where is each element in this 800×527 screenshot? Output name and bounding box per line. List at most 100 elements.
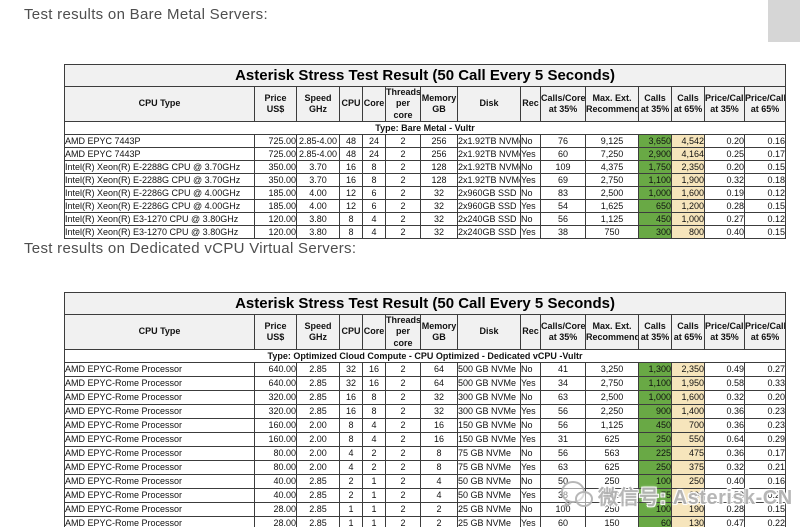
top-right-gray-block bbox=[768, 0, 800, 42]
table-cell: Yes bbox=[520, 375, 541, 391]
table-body: AMD EPYC 7443P 725.00 2.85-4.00 48 24 2 256 2x1… bbox=[64, 133, 787, 239]
column-header: CPU bbox=[339, 314, 363, 350]
table-cell: 1,100 bbox=[638, 375, 672, 391]
section-title-bare-metal: Test results on Bare Metal Servers: bbox=[24, 6, 268, 23]
table-row: AMD EPYC-Rome Processor 320.00 2.85 16 8 2 32 3… bbox=[64, 389, 787, 405]
table-cell: 2 bbox=[385, 515, 421, 527]
table-cell: 24 bbox=[362, 133, 386, 148]
table-cell: 0.40 bbox=[704, 473, 745, 489]
table-cell: 0.49 bbox=[704, 361, 745, 377]
table-cell: 640.00 bbox=[254, 375, 297, 391]
column-header: Calls/Core at 35% bbox=[540, 86, 586, 122]
table-cell: 2 bbox=[385, 133, 421, 148]
table-cell: 2x240GB SSD bbox=[457, 211, 521, 226]
table-cell: 130 bbox=[671, 515, 705, 527]
column-header: Max. Ext. Recommend bbox=[585, 314, 639, 350]
table-cell: 1 bbox=[362, 487, 386, 503]
table-cell: 2,500 bbox=[585, 185, 639, 200]
table-row: AMD EPYC-Rome Processor 80.00 2.00 4 2 2 8 75 G… bbox=[64, 445, 787, 461]
table-cell: 2 bbox=[385, 389, 421, 405]
table-cell: 0.12 bbox=[743, 211, 787, 226]
table-cell: 625 bbox=[585, 431, 639, 447]
table-cell: AMD EPYC-Rome Processor bbox=[64, 459, 255, 475]
table-cell: 1,625 bbox=[585, 198, 639, 213]
table-group-label: Type: Optimized Cloud Compute - CPU Opti… bbox=[63, 348, 787, 363]
table-cell: 0.53 bbox=[704, 487, 745, 503]
table-title: Asterisk Stress Test Result (50 Call Eve… bbox=[63, 64, 787, 87]
table-cell: Yes bbox=[520, 224, 541, 239]
table-cell: 4 bbox=[362, 211, 386, 226]
table-cell: 0.28 bbox=[704, 198, 745, 213]
table-cell: 0.32 bbox=[704, 459, 745, 475]
table-cell: 2.00 bbox=[296, 431, 340, 447]
table-cell: 2 bbox=[385, 417, 421, 433]
table-cell: 375 bbox=[671, 459, 705, 475]
table-cell: Yes bbox=[520, 198, 541, 213]
table-cell: 4 bbox=[339, 445, 363, 461]
table-cell: AMD EPYC 7443P bbox=[64, 146, 255, 161]
table-cell: 0.36 bbox=[704, 403, 745, 419]
table-cell: 2 bbox=[385, 487, 421, 503]
table-cell: 350.00 bbox=[254, 159, 297, 174]
table-cell: 2.85-4.00 bbox=[296, 133, 340, 148]
table-cell: Yes bbox=[520, 431, 541, 447]
table-cell: 2.00 bbox=[296, 459, 340, 475]
table-cell: AMD EPYC-Rome Processor bbox=[64, 515, 255, 527]
table-cell: 3.80 bbox=[296, 224, 340, 239]
table-cell: 1,600 bbox=[671, 185, 705, 200]
table-cell: 83 bbox=[540, 185, 586, 200]
table-cell: 150 bbox=[585, 515, 639, 527]
table-cell: 900 bbox=[638, 403, 672, 419]
table-cell: 0.15 bbox=[743, 198, 787, 213]
table-cell: 56 bbox=[540, 211, 586, 226]
table-cell: 1 bbox=[362, 501, 386, 517]
table-row: Intel(R) Xeon(R) E3-1270 CPU @ 3.80GHz 12… bbox=[64, 211, 787, 226]
table-cell: 54 bbox=[540, 198, 586, 213]
table-cell: Yes bbox=[520, 515, 541, 527]
table-cell: 50 GB NVMe bbox=[457, 487, 521, 503]
table-cell: 28.00 bbox=[254, 501, 297, 517]
table-cell: 120.00 bbox=[254, 211, 297, 226]
table-cell: 25 GB NVMe bbox=[457, 501, 521, 517]
column-header: Price/Call at 65% bbox=[743, 86, 787, 122]
table-cell: 1,600 bbox=[671, 389, 705, 405]
table-cell: 2,250 bbox=[585, 403, 639, 419]
table-cell: 0.22 bbox=[743, 515, 787, 527]
table-cell: 4 bbox=[339, 459, 363, 475]
table-cell: 0.64 bbox=[704, 431, 745, 447]
table-row: Intel(R) Xeon(R) E-2286G CPU @ 4.00GHz 18… bbox=[64, 185, 787, 200]
column-header: Memory GB bbox=[420, 314, 458, 350]
table-cell: 700 bbox=[671, 417, 705, 433]
table-cell: 0.33 bbox=[743, 375, 787, 391]
table-cell: 0.18 bbox=[743, 172, 787, 187]
table-cell: 2 bbox=[385, 159, 421, 174]
table-cell: 8 bbox=[339, 224, 363, 239]
table-cell: 320.00 bbox=[254, 389, 297, 405]
table-cell: 0.47 bbox=[704, 515, 745, 527]
table-row: AMD EPYC-Rome Processor 640.00 2.85 32 16 2 64… bbox=[64, 375, 787, 391]
table-cell: 1,900 bbox=[671, 172, 705, 187]
table-cell: 28.00 bbox=[254, 515, 297, 527]
table-cell: 2 bbox=[362, 459, 386, 475]
table-cell: 2,750 bbox=[585, 172, 639, 187]
column-header: CPU bbox=[339, 86, 363, 122]
column-header: Price US$ bbox=[254, 86, 297, 122]
table-cell: 2.85 bbox=[296, 515, 340, 527]
table-cell: AMD EPYC-Rome Processor bbox=[64, 473, 255, 489]
table-cell: 160.00 bbox=[254, 417, 297, 433]
table-cell: 76 bbox=[540, 133, 586, 148]
table-cell: 16 bbox=[339, 159, 363, 174]
table-cell: 8 bbox=[362, 159, 386, 174]
table-cell: 8 bbox=[362, 389, 386, 405]
table-cell: 2 bbox=[385, 198, 421, 213]
table-cell: 64 bbox=[420, 375, 458, 391]
column-header: Max. Ext. Recommend bbox=[585, 86, 639, 122]
table-cell: 1,000 bbox=[671, 211, 705, 226]
table-cell: 0.36 bbox=[704, 417, 745, 433]
table-cell: 16 bbox=[362, 375, 386, 391]
table-cell: Intel(R) Xeon(R) E3-1270 CPU @ 3.80GHz bbox=[64, 211, 255, 226]
table-cell: 75 bbox=[638, 487, 672, 503]
table-cell: 0.23 bbox=[743, 403, 787, 419]
table-cell: 24 bbox=[362, 146, 386, 161]
table-cell: 80.00 bbox=[254, 445, 297, 461]
